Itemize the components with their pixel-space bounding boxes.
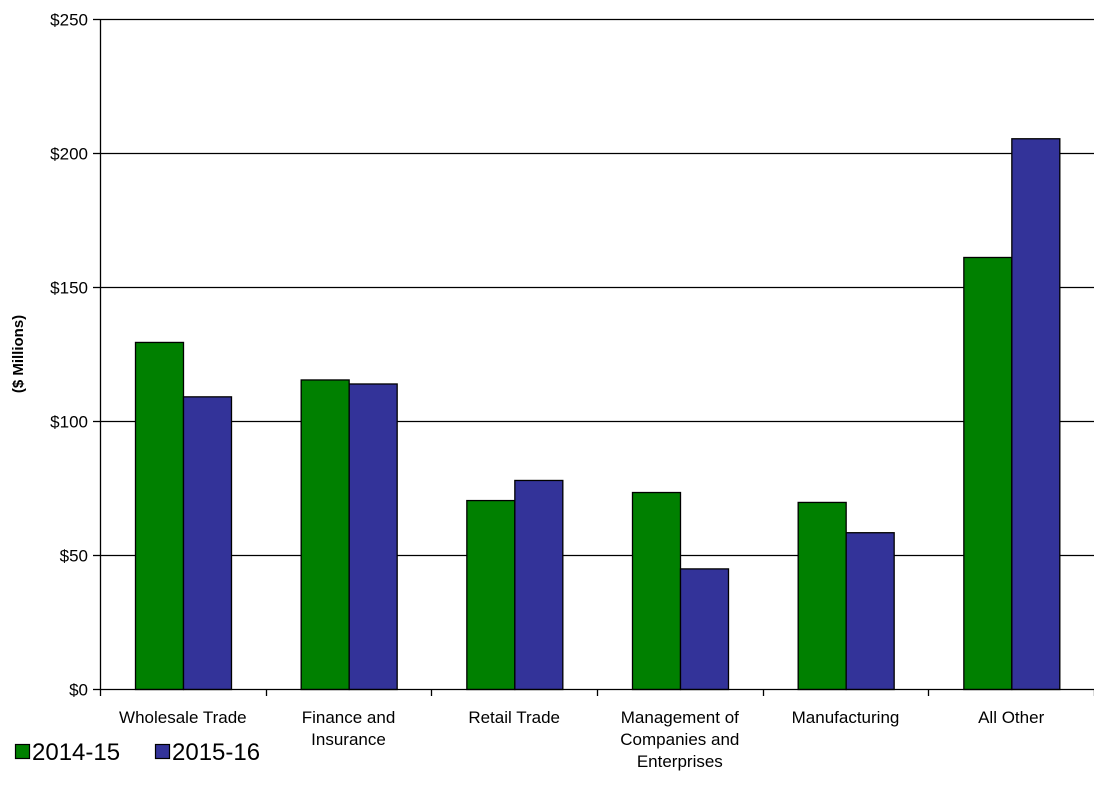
y-tick-label: $200 [50, 145, 88, 164]
x-tick-label: Retail Trade [468, 708, 560, 727]
legend-label: 2015-16 [172, 739, 260, 766]
bar-2015-16-all-other [1011, 138, 1061, 691]
x-tick-label: Management of Companies and Enterprises [620, 708, 739, 771]
axes [93, 18, 1094, 696]
legend-item: 2015-16 [154, 739, 260, 766]
x-tick-labels: Wholesale Trade Finance and Insurance Retai… [119, 708, 1045, 771]
x-tick-label: Manufacturing [792, 708, 900, 727]
bar-2014-15-retail-trade [466, 499, 516, 691]
bar-2015-16-finance-and-insurance [348, 383, 398, 691]
bars [134, 138, 1061, 691]
bar-2014-15-management-of-companies-and-enterprises [631, 491, 682, 691]
y-axis-title: ($ Millions) [10, 315, 27, 393]
x-tick-label: Wholesale Trade [119, 708, 247, 727]
bar-2014-15-all-other [963, 256, 1013, 691]
y-axis-title-group: ($ Millions) [10, 315, 27, 393]
bar-2015-16-retail-trade [514, 479, 564, 691]
y-tick-label: $150 [50, 279, 88, 298]
gridlines [100, 18, 1094, 557]
legend-swatch [154, 743, 171, 760]
bar-2014-15-manufacturing [797, 501, 847, 691]
bar-2015-16-wholesale-trade [182, 396, 233, 691]
legend-item: 2014-15 [14, 739, 120, 766]
bar-2014-15-wholesale-trade [134, 341, 185, 691]
legend-label: 2014-15 [32, 739, 120, 766]
legend: 2014-15 2015-16 [14, 739, 260, 766]
y-tick-label: $250 [50, 11, 88, 30]
bar-2015-16-manufacturing [845, 532, 895, 691]
y-tick-labels: $0 $50 $100 $150 $200 $250 [50, 11, 88, 700]
x-tick-label: Finance and Insurance [302, 708, 396, 749]
y-tick-label: $100 [50, 413, 88, 432]
legend-swatch [14, 743, 31, 760]
bar-2015-16-management-of-companies-and-enterprises [679, 568, 730, 691]
x-tick-label: All Other [978, 708, 1044, 727]
y-tick-label: $50 [60, 547, 88, 566]
bar-2014-15-finance-and-insurance [300, 379, 350, 691]
y-tick-label: $0 [69, 681, 88, 700]
